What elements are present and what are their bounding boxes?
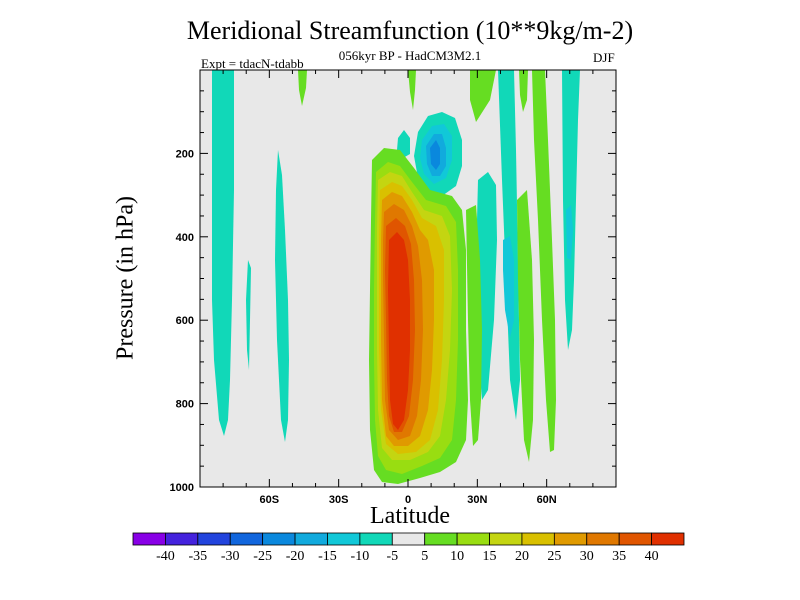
- negative-band-south-mid: [246, 260, 251, 370]
- x-tick-label: 30S: [329, 494, 349, 506]
- chart-title: Meridional Streamfunction (10**9kg/m-2): [186, 16, 634, 45]
- positive-patch-top-left: [298, 70, 307, 106]
- colorbar-label: 30: [580, 549, 594, 564]
- contour-fields: [212, 70, 580, 484]
- positive-band-north-35: [470, 70, 496, 122]
- chart-subtitle: 056kyr BP - HadCM3M2.1: [338, 48, 482, 63]
- y-tick-label: 800: [176, 399, 194, 411]
- colorbar-swatch: [424, 532, 458, 546]
- colorbar-label: 20: [515, 549, 529, 564]
- colorbar-label: 10: [450, 549, 464, 564]
- colorbar-swatch: [489, 532, 523, 546]
- y-tick-label: 200: [176, 148, 194, 160]
- colorbar-label: 40: [645, 549, 659, 564]
- colorbar-swatch: [165, 532, 199, 546]
- colorbar-swatch: [553, 532, 588, 546]
- colorbar-swatch: [618, 532, 652, 546]
- colorbar-label: 25: [547, 549, 561, 564]
- x-axis-label: Latitude: [370, 503, 450, 529]
- colorbar-swatch: [262, 532, 296, 546]
- colorbar-swatch: [229, 532, 264, 546]
- negative-core-north-45: [503, 236, 514, 338]
- positive-cell-40: [388, 232, 410, 430]
- y-tick-label: 1000: [170, 482, 194, 494]
- y-tick-label: 600: [176, 315, 194, 327]
- colorbar-swatch: [456, 532, 490, 546]
- colorbar-label: -15: [318, 549, 337, 564]
- x-tick-label: 0: [405, 494, 411, 506]
- colorbar-label: -5: [386, 549, 398, 564]
- colorbar-swatch: [359, 532, 393, 546]
- colorbar-label: -25: [253, 549, 272, 564]
- colorbar-swatch: [391, 532, 426, 546]
- colorbar-label: -40: [156, 549, 175, 564]
- negative-cell-upper-core: [430, 140, 440, 170]
- axis-tick-labels: 60S 30S 0 30N 60N 200 400 600 800 1000: [170, 148, 557, 506]
- colorbar: -40 -35 -30 -25 -20 -15 -10 -5 5 10 15 20 25 30 35 40: [132, 532, 685, 564]
- positive-band-north-50: [517, 190, 534, 462]
- positive-band-north-65: [519, 70, 528, 112]
- positive-band-north-60: [532, 70, 556, 452]
- positive-band-north-20-30: [466, 205, 482, 446]
- colorbar-label: -20: [286, 549, 305, 564]
- colorbar-label: -10: [351, 549, 370, 564]
- negative-core-north-75: [566, 205, 573, 260]
- season-label: DJF: [593, 50, 615, 65]
- colorbar-label: -30: [221, 549, 240, 564]
- x-tick-label: 30N: [467, 494, 487, 506]
- colorbar-label: -35: [188, 549, 207, 564]
- colorbar-swatch: [294, 532, 328, 546]
- negative-band-south-pole: [212, 70, 234, 436]
- colorbar-swatch: [132, 532, 166, 546]
- positive-patch-top-mid: [408, 70, 416, 110]
- colorbar-swatch: [651, 532, 685, 546]
- axis-ticks: [199, 69, 617, 488]
- colorbar-swatch: [327, 532, 361, 546]
- colorbar-swatch: [521, 532, 555, 546]
- colorbar-swatch: [197, 532, 231, 546]
- colorbar-swatch: [586, 532, 620, 546]
- experiment-label: Expt = tdacN-tdabb: [201, 56, 304, 71]
- y-tick-label: 400: [176, 232, 194, 244]
- colorbar-label: 5: [421, 549, 428, 564]
- x-tick-label: 60N: [537, 494, 557, 506]
- colorbar-label: 35: [612, 549, 626, 564]
- negative-band-south-subtropics: [275, 150, 289, 442]
- x-tick-label: 60S: [260, 494, 280, 506]
- colorbar-label: 15: [483, 549, 497, 564]
